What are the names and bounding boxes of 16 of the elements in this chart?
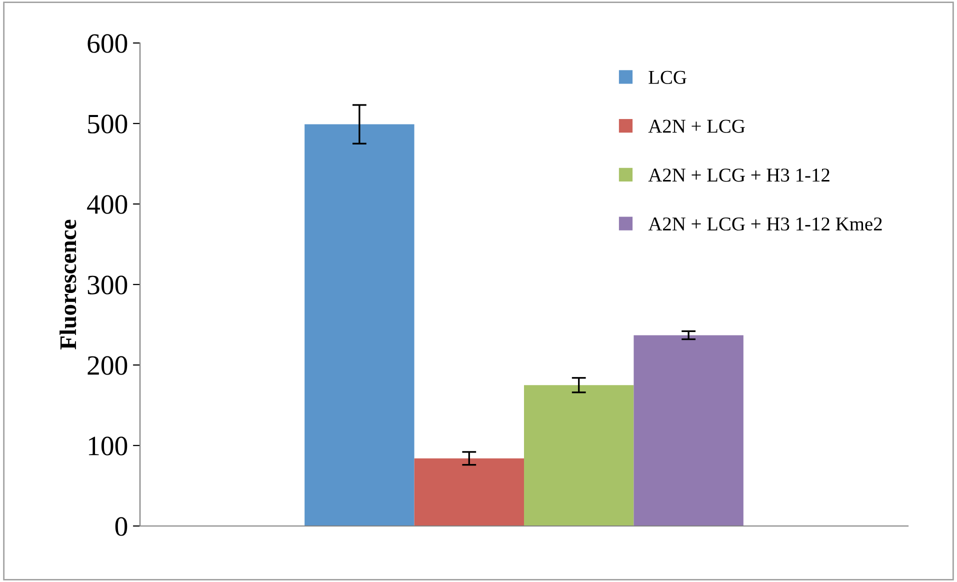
y-tick-label: 100 bbox=[88, 436, 128, 456]
bar bbox=[524, 385, 634, 526]
y-tick-label: 200 bbox=[88, 356, 128, 375]
y-tick-label: 600 bbox=[88, 34, 128, 53]
y-tick-label: 500 bbox=[88, 114, 128, 134]
y-tick-label: 0 bbox=[115, 517, 128, 536]
bar bbox=[304, 124, 414, 526]
y-tick-label: 300 bbox=[88, 276, 128, 294]
legend-label: A2N + LCG bbox=[648, 120, 745, 133]
legend-label: A2N + LCG + H3 1-12 bbox=[648, 168, 830, 182]
y-axis-title: Fluorescence bbox=[60, 220, 76, 350]
bar bbox=[634, 335, 744, 526]
legend-label: A2N + LCG + H3 1-12 Kme2 bbox=[648, 217, 882, 231]
y-tick-label: 400 bbox=[87, 195, 128, 214]
legend-label: LCG bbox=[648, 70, 686, 84]
bar bbox=[414, 458, 524, 526]
